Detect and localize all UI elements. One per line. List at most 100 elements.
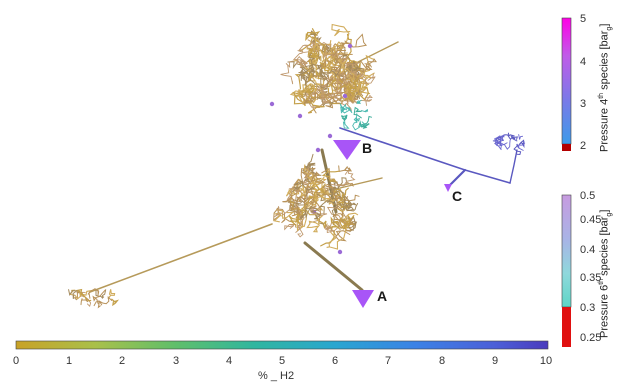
- junction-node: [327, 133, 333, 139]
- pipe-segment: [354, 73, 376, 84]
- distribution-network-teal: [339, 99, 372, 131]
- distribution-network-east: [492, 132, 526, 156]
- pipe-segment: [315, 58, 336, 81]
- pipe-segment: [356, 99, 362, 105]
- trunk-northeast: [351, 41, 399, 66]
- pipe-segment: [300, 52, 316, 75]
- h2-colorbar: [15, 340, 549, 350]
- h2-colorbar-title: % _ H2: [258, 370, 295, 382]
- pipe-segment: [302, 183, 326, 209]
- pipe-segment: [346, 33, 361, 72]
- pipe-segment: [323, 50, 354, 70]
- pipe-segment: [69, 289, 81, 300]
- pipe-segment: [273, 206, 293, 224]
- h2-tick: 5: [278, 355, 286, 367]
- pipe-segment: [319, 64, 342, 80]
- trunk-west: [89, 223, 273, 293]
- pipe-segment: [327, 74, 346, 95]
- pipe-segment: [360, 109, 369, 113]
- junction-node: [347, 43, 353, 49]
- h2-tick: 3: [172, 355, 180, 367]
- pressure-6th-tick: 0.35: [580, 272, 602, 284]
- pipe-segment: [302, 91, 341, 105]
- pipe-segment: [332, 211, 354, 226]
- pipe-segment: [513, 144, 522, 156]
- pipe-segment: [345, 212, 359, 217]
- pipe-segment: [337, 33, 368, 56]
- trunk-eastspur: [339, 177, 383, 189]
- pressure-6th-tick: 0.3: [580, 302, 596, 314]
- pipe-segment: [361, 115, 372, 130]
- pipe-segment: [292, 50, 309, 69]
- pressure-4th-tick: 3: [580, 98, 587, 110]
- pressure-6th-tick: 0.45: [580, 214, 602, 226]
- node-b-marker: [333, 140, 361, 160]
- pipe-segment: [358, 120, 370, 128]
- pipe-segment: [326, 223, 347, 250]
- pipe-segment: [75, 288, 92, 302]
- pipe-segment: [353, 106, 362, 119]
- h2-tick: 6: [331, 355, 339, 367]
- pipe-segment: [326, 196, 350, 211]
- pressure-4th-colorbar-low: [562, 144, 571, 151]
- pipe-segment: [342, 62, 360, 85]
- pipeline-trunks: [89, 41, 518, 293]
- pipe-segment: [335, 62, 359, 93]
- pipe-segment: [352, 119, 363, 131]
- h2-tick: 0: [12, 355, 20, 367]
- pipe-segment: [516, 142, 526, 151]
- h2-tick: 2: [118, 355, 126, 367]
- pressure-6th-tick: 0.4: [580, 244, 596, 256]
- h2-tick: 8: [438, 355, 446, 367]
- pipe-segment: [73, 289, 83, 301]
- pipe-segment: [345, 60, 363, 73]
- pressure-6th-colorbar-low: [562, 307, 571, 347]
- pipe-segment: [291, 180, 314, 193]
- junction-node: [297, 113, 303, 119]
- trunk-east: [509, 149, 518, 184]
- pipe-segment: [328, 75, 360, 101]
- pressure-4th-tick: 2: [580, 140, 587, 152]
- pipe-segment: [306, 215, 323, 233]
- pipe-segment: [68, 289, 78, 299]
- pipe-segment: [80, 297, 90, 306]
- pipe-segment: [341, 114, 348, 122]
- pipe-segment: [289, 193, 300, 215]
- pipe-segment: [351, 93, 373, 106]
- pipe-segment: [93, 300, 101, 309]
- pipe-segment: [499, 134, 505, 142]
- node-a-label: A: [377, 288, 388, 304]
- pipe-segment: [496, 140, 502, 146]
- pipe-segment: [357, 58, 377, 71]
- pipe-segment: [306, 48, 321, 59]
- pipe-segment: [303, 184, 314, 208]
- pipe-segment: [494, 142, 505, 151]
- distribution-network-south: [273, 153, 360, 250]
- h2-tick: 9: [491, 355, 499, 367]
- pipe-segment: [293, 184, 309, 198]
- pipe-segment: [494, 135, 502, 150]
- pipe-segment: [308, 63, 329, 90]
- pipe-segment: [280, 56, 307, 85]
- pipe-segment: [289, 84, 317, 104]
- pipe-segment: [321, 183, 344, 211]
- pressure-6th-colorbar: [561, 194, 572, 308]
- pipe-segment: [495, 135, 503, 142]
- h2-tick: 10: [539, 355, 553, 367]
- pipe-segment: [311, 211, 324, 225]
- pressure-4th-tick: 5: [580, 13, 587, 25]
- pipe-segment: [98, 296, 113, 306]
- pipe-segment: [353, 113, 361, 123]
- junction-node: [269, 101, 275, 107]
- pipe-segment: [328, 225, 351, 242]
- junction-node: [315, 147, 321, 153]
- pipe-segment: [297, 216, 305, 238]
- pipe-segment: [92, 289, 106, 305]
- pipe-segment: [299, 205, 320, 220]
- h2-tick: 7: [384, 355, 392, 367]
- pipe-segment: [334, 218, 352, 232]
- pressure-4th-title: Pressure 4th species [barg]: [598, 23, 613, 152]
- junction-node: [337, 249, 343, 255]
- h2-tick: 4: [225, 355, 233, 367]
